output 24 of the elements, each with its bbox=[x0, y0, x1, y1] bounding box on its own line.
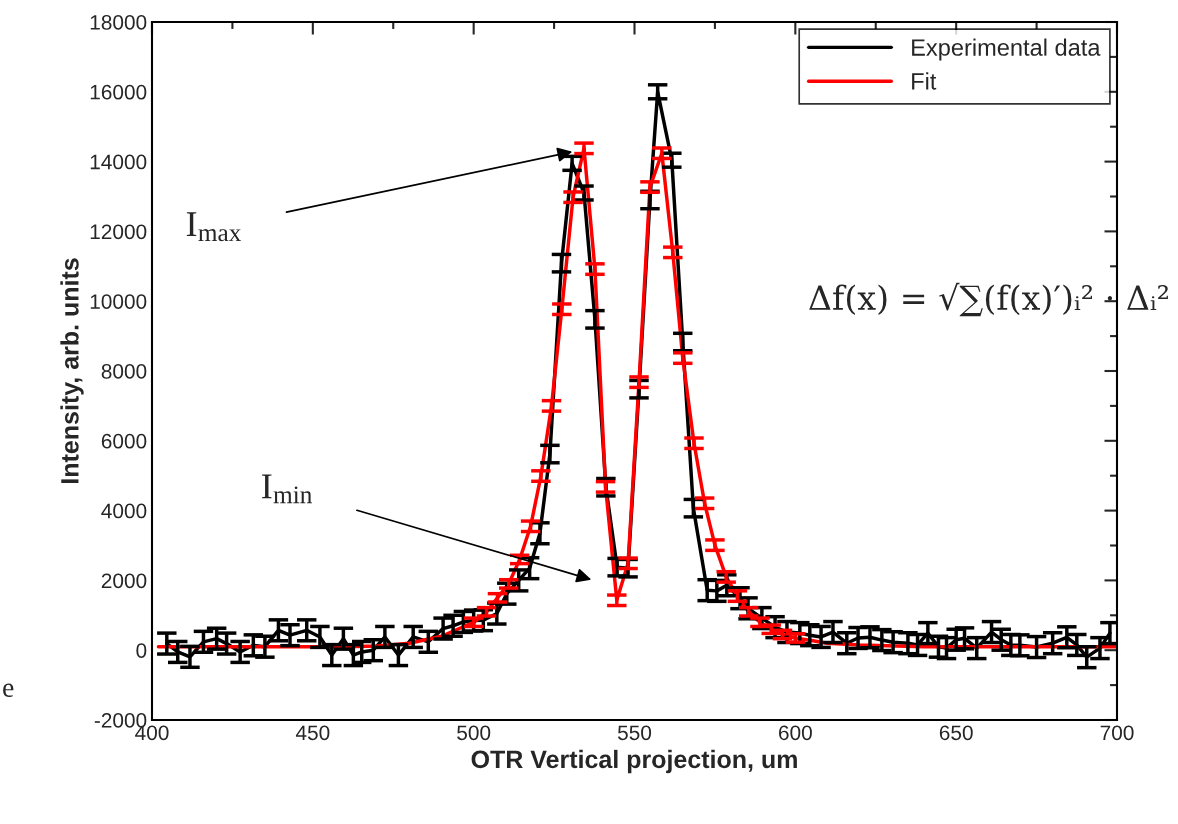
y-tick-label: 4000 bbox=[101, 503, 147, 519]
x-tick-label: 650 bbox=[939, 725, 973, 741]
legend-label: Fit bbox=[912, 72, 937, 90]
annotation: I$_{min}$ bbox=[262, 474, 312, 504]
y-tick-label: 2000 bbox=[101, 573, 147, 589]
x-axis-title: OTR Vertical projection, um bbox=[471, 749, 797, 774]
y-axis-title: Intensity, arb. units bbox=[60, 258, 84, 483]
y-tick-label: 6000 bbox=[101, 433, 147, 449]
y-tick-label: 10000 bbox=[90, 294, 147, 309]
y-tick-label: 12000 bbox=[90, 224, 147, 240]
legend-label: Experimental data bbox=[912, 38, 1101, 61]
y-tick-label: 18000 bbox=[90, 15, 147, 30]
annotation: I$_{max}$ bbox=[186, 212, 242, 242]
y-tick-label: 8000 bbox=[101, 364, 147, 379]
x-tick-label: 450 bbox=[295, 725, 330, 741]
x-tick-label: 600 bbox=[779, 725, 812, 741]
x-tick-label: 700 bbox=[1100, 725, 1134, 741]
y-tick-label: 0 bbox=[136, 643, 147, 658]
annotation: Δf(x) = √∑(f(x)′)ᵢ² · Δᵢ² bbox=[809, 282, 1168, 317]
x-tick-label: 500 bbox=[457, 725, 491, 741]
text: e bbox=[3, 683, 14, 697]
x-tick-label: 550 bbox=[617, 725, 652, 741]
y-tick-label: 14000 bbox=[90, 154, 147, 170]
y-tick-label: 16000 bbox=[90, 84, 147, 100]
